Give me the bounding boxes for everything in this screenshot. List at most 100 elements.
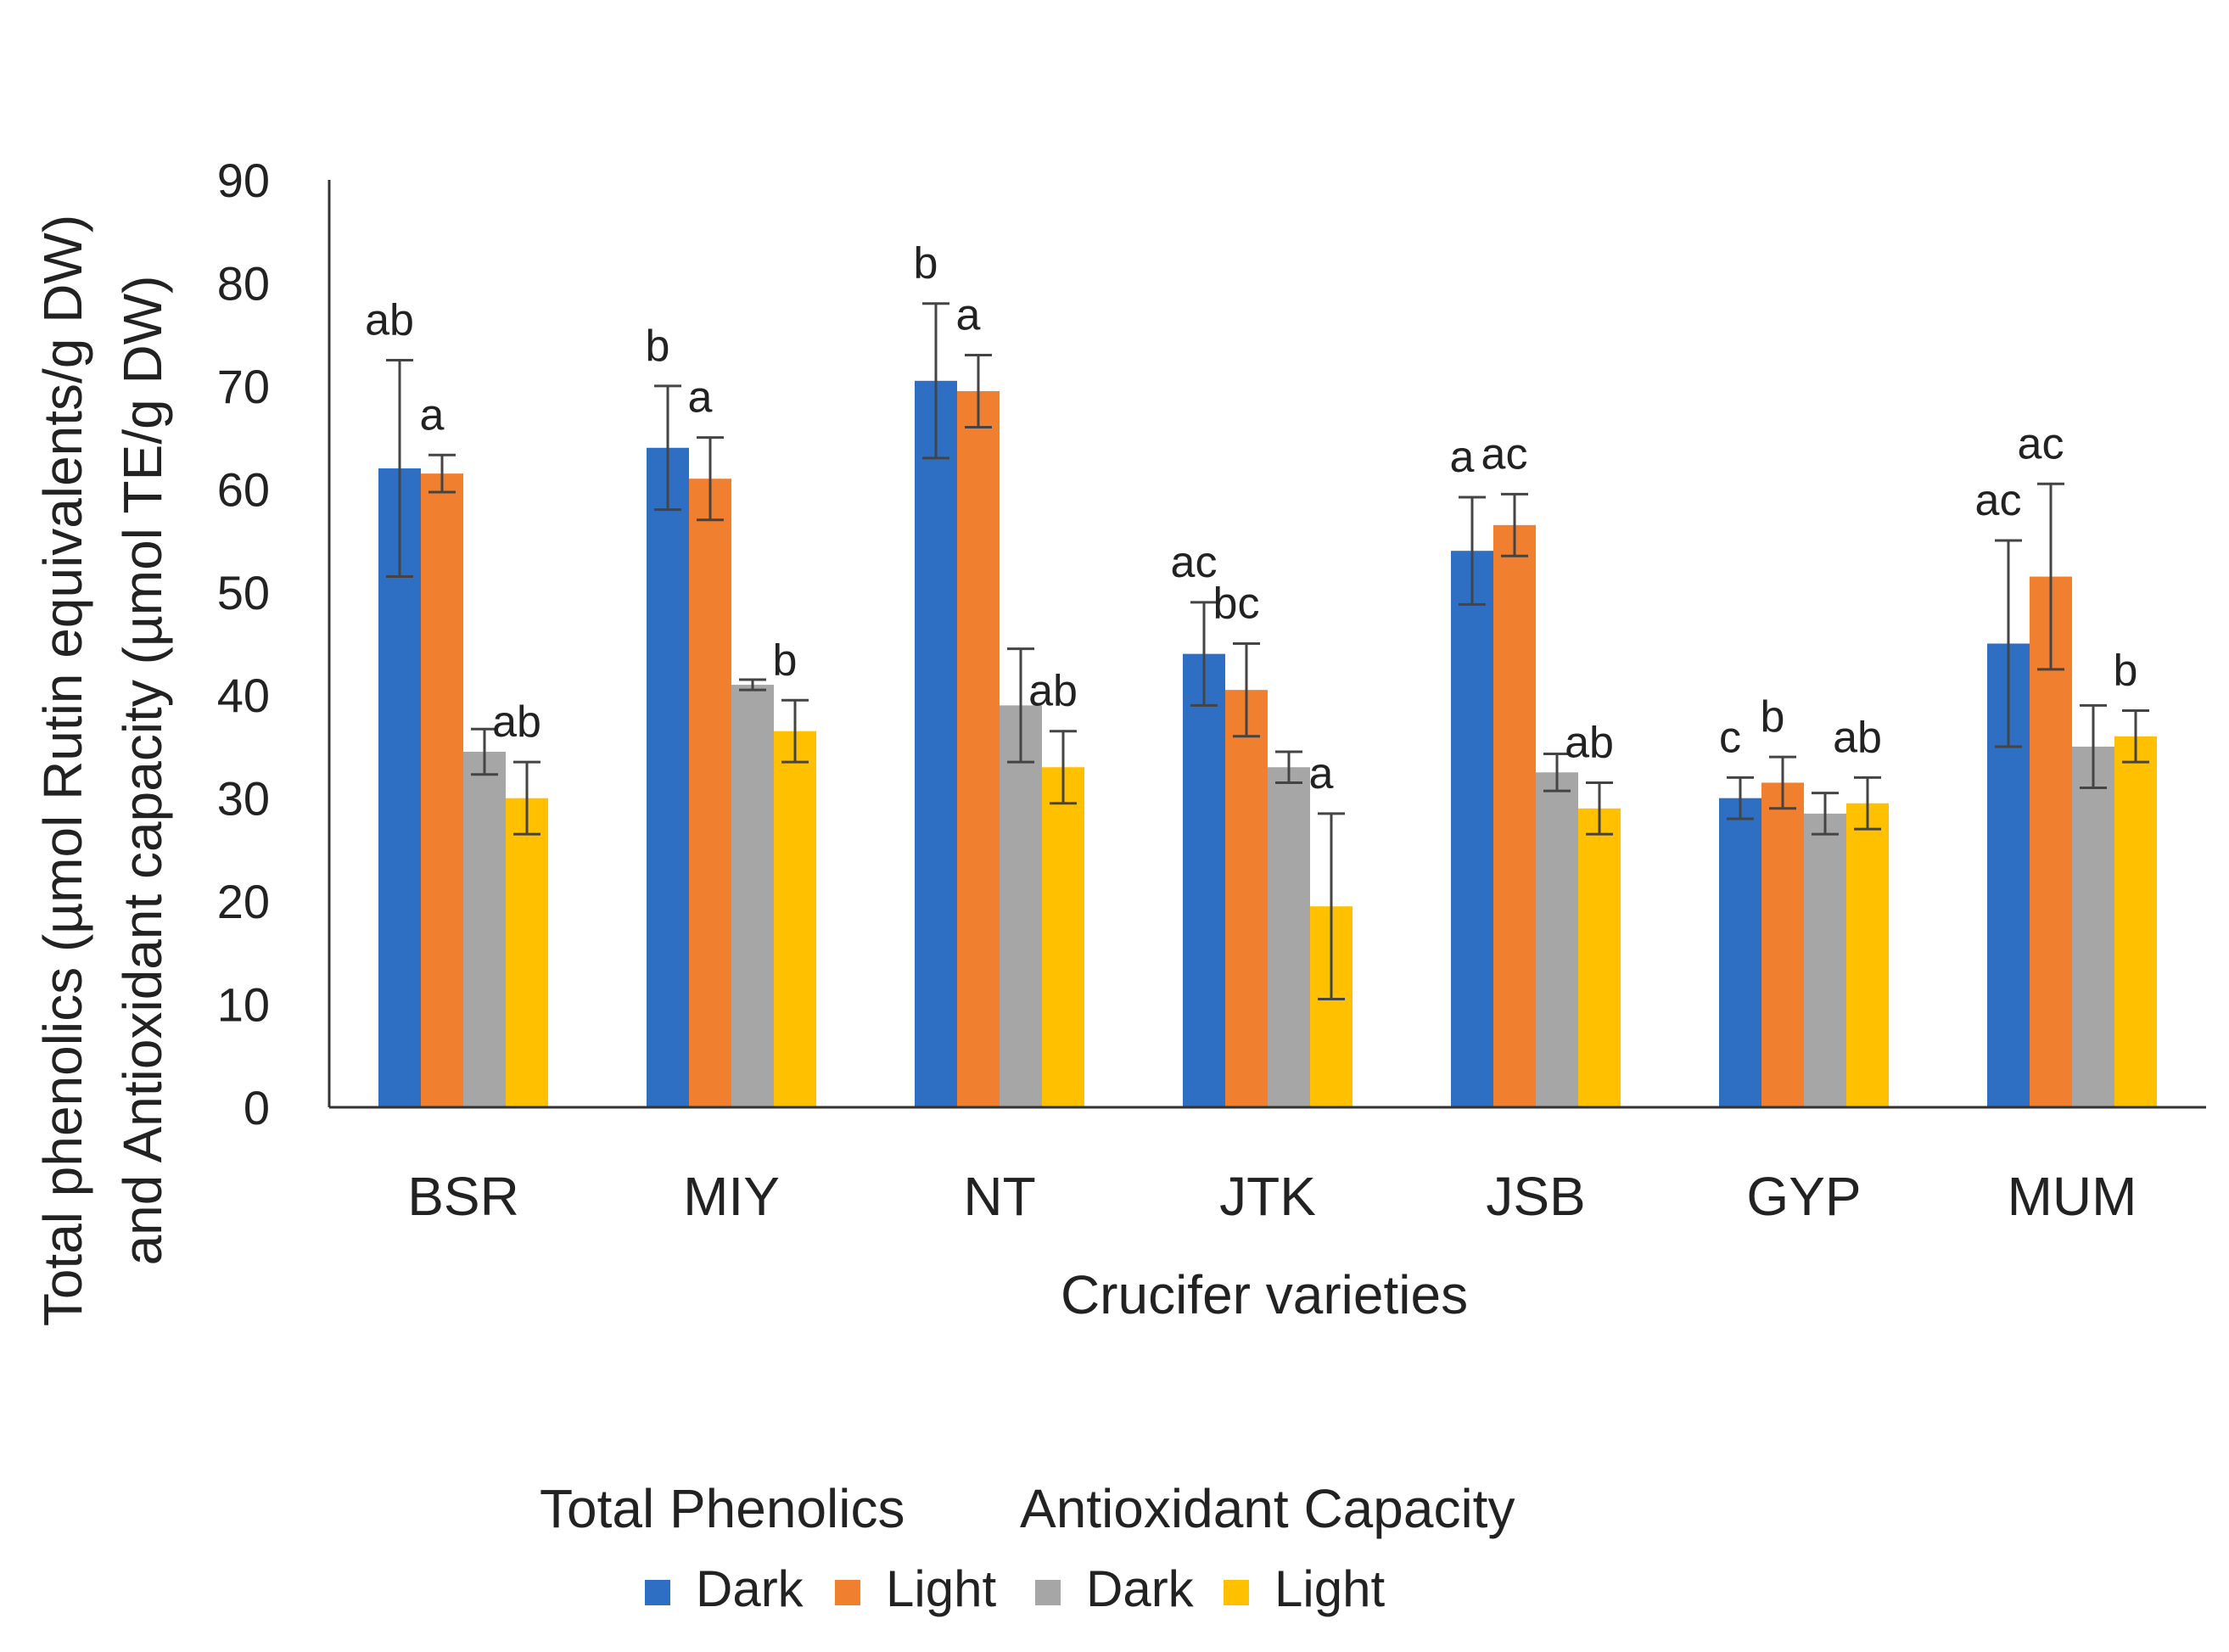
x-axis-title: Crucifer varieties <box>1061 1264 1468 1325</box>
bar-miy-phenolics-light <box>689 479 731 1107</box>
bar-jsb-antioxidant-dark <box>1536 772 1578 1107</box>
significance-letter-miy-phenolics-dark: b <box>646 322 670 371</box>
legend-swatch-dark-phenolics <box>645 1580 670 1605</box>
significance-letter-mum-phenolics-dark: ac <box>1975 476 2022 525</box>
error-bar-miy-antioxidant-dark <box>739 678 766 692</box>
error-bar-jsb-antioxidant-light <box>1586 781 1613 836</box>
y-tick-label-40: 40 <box>217 669 270 722</box>
y-tick-label-0: 0 <box>244 1081 270 1134</box>
significance-letter-nt-phenolics-dark: b <box>914 239 938 288</box>
y-tick-label-70: 70 <box>217 360 270 413</box>
bar-nt-phenolics-light <box>957 390 1000 1107</box>
error-bar-jtk-phenolics-light <box>1233 642 1260 738</box>
error-bar-gyp-phenolics-light <box>1769 755 1796 810</box>
y-tick-label-10: 10 <box>217 978 270 1032</box>
error-bar-mum-antioxidant-dark <box>2080 703 2107 790</box>
significance-letter-jsb-antioxidant-light: ab <box>1565 718 1614 767</box>
x-tick-label-gyp: GYP <box>1746 1166 1861 1227</box>
bar-miy-phenolics-dark <box>647 447 689 1107</box>
bar-mum-antioxidant-dark <box>2072 746 2114 1107</box>
significance-letter-jtk-phenolics-light: bc <box>1213 580 1260 629</box>
bar-bsr-phenolics-light <box>421 473 463 1107</box>
y-axis: 0 10 20 30 40 50 60 70 80 90 <box>217 154 331 1134</box>
bar-nt-antioxidant-dark <box>1000 705 1042 1107</box>
bar-jtk-antioxidant-dark <box>1268 767 1310 1107</box>
error-bar-miy-antioxidant-light <box>781 698 809 764</box>
bar-miy-antioxidant-dark <box>731 685 774 1107</box>
y-tick-label-80: 80 <box>217 256 270 310</box>
x-tick-label-jtk: JTK <box>1219 1166 1316 1227</box>
legend-swatch-dark-antioxidant <box>1035 1580 1061 1605</box>
legend-label-dark-antioxidant: Dark <box>1086 1560 1195 1617</box>
x-tick-label-mum: MUM <box>2008 1166 2137 1227</box>
significance-letter-mum-phenolics-light: ac <box>2018 419 2064 468</box>
error-bar-bsr-phenolics-dark <box>386 359 413 579</box>
error-bar-nt-phenolics-dark <box>922 302 949 460</box>
error-bar-jtk-phenolics-dark <box>1190 601 1218 707</box>
error-bar-mum-phenolics-dark <box>1995 539 2022 748</box>
bar-bsr-antioxidant-dark <box>463 752 506 1107</box>
significance-letter-miy-phenolics-light: a <box>688 373 713 423</box>
bar-jsb-antioxidant-light <box>1578 808 1621 1107</box>
legend-group-antioxidant-capacity: Antioxidant Capacity <box>1020 1478 1515 1539</box>
error-bar-nt-antioxidant-dark <box>1007 647 1034 764</box>
significance-letter-gyp-phenolics-dark: c <box>1719 713 1741 762</box>
significance-letter-miy-antioxidant-light: b <box>773 636 798 685</box>
bar-jtk-phenolics-dark <box>1183 653 1225 1107</box>
error-bar-bsr-phenolics-light <box>428 453 456 494</box>
bar-gyp-phenolics-light <box>1761 782 1804 1107</box>
x-axis: BSR MIY NT JTK JSB GYP MUM <box>329 1106 2206 1227</box>
error-bar-nt-phenolics-light <box>965 353 992 428</box>
significance-letter-bsr-phenolics-light: a <box>420 390 445 440</box>
significance-letter-jsb-phenolics-dark: a <box>1450 433 1475 482</box>
error-bar-mum-phenolics-light <box>2037 482 2064 671</box>
error-bar-jsb-phenolics-dark <box>1459 496 1486 606</box>
x-tick-label-miy: MIY <box>683 1166 780 1227</box>
significance-letter-jsb-phenolics-light: ac <box>1481 429 1528 479</box>
significance-letter-jtk-antioxidant-light: a <box>1309 749 1334 798</box>
legend-group-total-phenolics: Total Phenolics <box>540 1478 904 1539</box>
error-bar-gyp-antioxidant-dark <box>1812 792 1839 836</box>
bar-mum-antioxidant-light <box>2114 736 2157 1107</box>
significance-letter-nt-phenolics-light: a <box>956 290 981 339</box>
error-bar-jsb-antioxidant-dark <box>1543 752 1571 792</box>
bars-layer <box>378 380 2157 1108</box>
significance-letter-nt-antioxidant-light: ab <box>1028 667 1078 716</box>
bar-gyp-antioxidant-dark <box>1804 813 1846 1107</box>
x-tick-label-bsr: BSR <box>407 1166 519 1227</box>
significance-letter-mum-antioxidant-light: b <box>2114 646 2138 695</box>
bar-jsb-phenolics-light <box>1493 524 1536 1107</box>
significance-letter-bsr-phenolics-dark: ab <box>365 296 414 345</box>
bar-nt-phenolics-dark <box>915 380 957 1108</box>
error-bar-jtk-antioxidant-dark <box>1275 750 1302 784</box>
error-bar-miy-phenolics-dark <box>654 384 681 512</box>
bar-gyp-phenolics-dark <box>1719 798 1761 1107</box>
x-tick-label-jsb: JSB <box>1486 1166 1585 1227</box>
y-axis-title-line1: Total phenolics (µmol Rutin equivalents/… <box>32 215 93 1326</box>
y-tick-label-60: 60 <box>217 462 270 516</box>
x-tick-label-nt: NT <box>963 1166 1035 1227</box>
y-tick-label-30: 30 <box>217 772 270 826</box>
bar-gyp-antioxidant-light <box>1846 803 1889 1107</box>
bar-jtk-phenolics-light <box>1225 690 1268 1107</box>
error-bar-nt-antioxidant-light <box>1050 730 1077 805</box>
bar-bsr-antioxidant-light <box>506 798 548 1107</box>
y-tick-label-50: 50 <box>217 566 270 619</box>
error-bar-bsr-antioxidant-dark <box>471 727 498 776</box>
error-bar-gyp-phenolics-dark <box>1727 776 1754 820</box>
significance-letter-gyp-phenolics-light: b <box>1761 692 1785 742</box>
error-bars-layer <box>386 302 2149 1000</box>
y-axis-title-line2: and Antioxidant capacity (µmol TE/g DW) <box>112 276 173 1266</box>
legend-label-light-antioxidant: Light <box>1274 1560 1385 1617</box>
error-bar-jtk-antioxidant-light <box>1318 812 1345 1000</box>
legend-label-dark-phenolics: Dark <box>696 1560 804 1617</box>
significance-letter-jtk-phenolics-dark: ac <box>1171 538 1218 587</box>
bar-nt-antioxidant-light <box>1042 767 1084 1107</box>
error-bar-gyp-antioxidant-light <box>1854 776 1881 831</box>
y-tick-label-90: 90 <box>217 154 270 207</box>
legend-label-light-phenolics: Light <box>886 1560 996 1617</box>
y-tick-label-20: 20 <box>217 875 270 928</box>
legend: Total Phenolics Antioxidant Capacity Dar… <box>540 1478 1515 1617</box>
